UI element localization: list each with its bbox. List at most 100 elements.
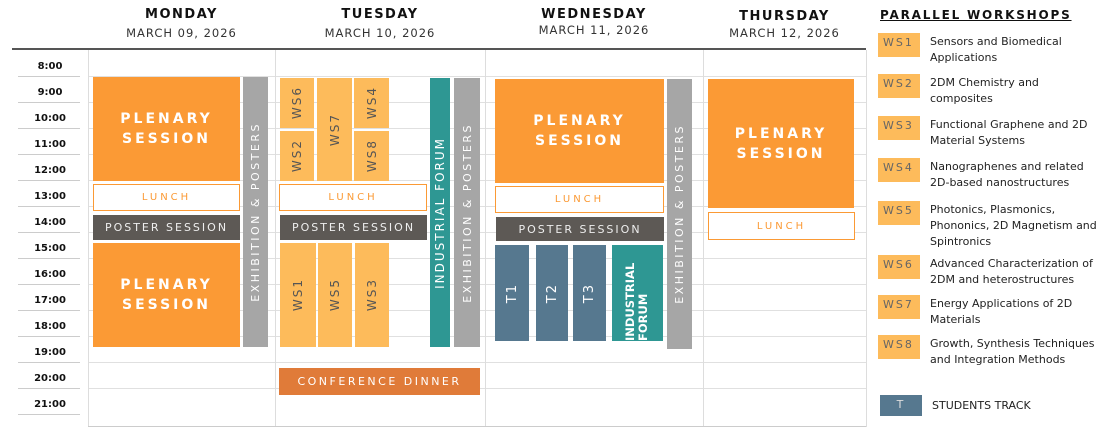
day-thursday: THURSDAY	[739, 9, 830, 24]
industrial-label: INDUSTRIAL FORUM	[622, 262, 650, 341]
grid-line	[703, 50, 704, 427]
students-track-t3[interactable]: T3	[573, 245, 606, 341]
ws5-label: WS5	[328, 278, 342, 312]
workshop-ws4[interactable]: WS4	[354, 78, 389, 128]
date-thursday: MARCH 12, 2026	[729, 26, 840, 40]
students-track-badge: T	[880, 395, 922, 416]
time-label: 8:00	[37, 61, 63, 72]
plenary-label: PLENARY SESSION	[734, 125, 828, 162]
lunch[interactable]: LUNCH	[93, 184, 240, 211]
lunch[interactable]: LUNCH	[279, 184, 427, 211]
time-label: 13:00	[34, 191, 66, 202]
time-divider	[18, 206, 80, 207]
time-label: 9:00	[37, 87, 63, 98]
ws8-label: WS8	[364, 139, 379, 173]
date-tuesday: MARCH 10, 2026	[324, 26, 436, 40]
industrial-forum[interactable]: INDUSTRIAL FORUM	[430, 78, 450, 347]
time-label: 16:00	[34, 269, 66, 280]
plenary-session[interactable]: PLENARY SESSION	[93, 77, 240, 181]
grid-line	[88, 50, 89, 427]
exhibition-label: EXHIBITION & POSTERS	[249, 122, 262, 302]
legend-label-ws2: 2DM Chemistry and composites	[930, 76, 1039, 105]
date-wednesday: MARCH 11, 2026	[538, 23, 650, 37]
time-label: 19:00	[34, 347, 66, 358]
time-label: 14:00	[34, 217, 66, 228]
workshop-ws5[interactable]: WS5	[318, 243, 352, 347]
legend-label-ws5: Photonics, Plasmonics, Phononics, 2D Mag…	[930, 203, 1097, 248]
time-divider	[18, 388, 80, 389]
exhibition-posters[interactable]: EXHIBITION & POSTERS	[243, 77, 268, 347]
time-divider	[18, 362, 80, 363]
time-label: 20:00	[34, 373, 66, 384]
time-divider	[18, 284, 80, 285]
conference-dinner[interactable]: CONFERENCE DINNER	[279, 368, 480, 395]
grid-line	[485, 50, 486, 427]
plenary-label: PLENARY SESSION	[533, 113, 626, 149]
legend-badge-ws7: WS7	[878, 295, 920, 319]
time-label: 12:00	[34, 165, 66, 176]
lunch[interactable]: LUNCH	[708, 212, 855, 240]
legend-badge-ws5: WS5	[878, 201, 920, 225]
workshop-ws3[interactable]: WS3	[355, 243, 389, 347]
day-wednesday: WEDNESDAY	[541, 7, 647, 22]
legend-label-ws4: Nanographenes and related 2D-based nanos…	[930, 160, 1084, 189]
time-label: 10:00	[34, 113, 66, 124]
exhibition-posters[interactable]: EXHIBITION & POSTERS	[667, 79, 692, 349]
time-divider	[18, 310, 80, 311]
plenary-session[interactable]: PLENARY SESSION	[495, 79, 664, 183]
time-divider	[18, 154, 80, 155]
day-tuesday: TUESDAY	[341, 7, 419, 22]
workshop-ws1[interactable]: WS1	[280, 243, 316, 347]
plenary-session[interactable]: PLENARY SESSION	[93, 243, 240, 347]
day-monday: MONDAY	[145, 7, 218, 22]
ws6-label: WS6	[290, 86, 304, 120]
workshop-ws2[interactable]: WS2	[280, 131, 314, 181]
legend-label-ws1: Sensors and Biomedical Applications	[930, 35, 1062, 64]
ws1-label: WS1	[291, 278, 305, 312]
header-divider	[12, 48, 866, 50]
ws4-label: WS4	[364, 86, 379, 120]
time-divider	[18, 180, 80, 181]
time-divider	[18, 128, 80, 129]
exhibition-label: EXHIBITION & POSTERS	[673, 124, 686, 304]
workshop-ws7[interactable]: WS7	[317, 78, 352, 181]
time-divider	[18, 102, 80, 103]
exhibition-label: EXHIBITION & POSTERS	[460, 122, 474, 303]
legend-label-ws7: Energy Applications of 2D Materials	[930, 297, 1073, 326]
t2-label: T2	[544, 282, 560, 304]
date-monday: MARCH 09, 2026	[126, 26, 237, 40]
grid-line	[88, 76, 866, 77]
time-label: 15:00	[34, 243, 66, 254]
time-label: 11:00	[34, 139, 66, 150]
legend-badge-ws4: WS4	[878, 158, 920, 182]
plenary-label: PLENARY SESSION	[120, 277, 213, 313]
grid-line	[88, 426, 866, 427]
industrial-label: INDUSTRIAL FORUM	[433, 136, 447, 289]
time-label: 17:00	[34, 295, 66, 306]
legend-badge-ws2: WS2	[878, 74, 920, 98]
exhibition-posters[interactable]: EXHIBITION & POSTERS	[454, 78, 480, 347]
time-label: 21:00	[34, 399, 66, 410]
poster-session[interactable]: POSTER SESSION	[280, 215, 427, 240]
workshop-ws6[interactable]: WS6	[280, 78, 314, 128]
time-divider	[18, 258, 80, 259]
students-track-t2[interactable]: T2	[536, 245, 568, 341]
students-track-label: STUDENTS TRACK	[932, 399, 1031, 412]
time-divider	[18, 414, 80, 415]
time-divider	[18, 76, 80, 77]
plenary-session[interactable]: PLENARY SESSION	[708, 79, 854, 208]
time-divider	[18, 336, 80, 337]
legend-title: PARALLEL WORKSHOPS	[880, 8, 1072, 22]
legend-badge-ws1: WS1	[878, 33, 920, 57]
students-track-t1[interactable]: T1	[495, 245, 529, 341]
workshop-ws8[interactable]: WS8	[354, 131, 389, 181]
grid-line	[866, 50, 867, 427]
legend-label-ws3: Functional Graphene and 2D Material Syst…	[930, 118, 1088, 147]
legend-badge-ws6: WS6	[878, 255, 920, 279]
poster-session[interactable]: POSTER SESSION	[93, 215, 240, 240]
t1-label: T1	[504, 282, 520, 304]
lunch[interactable]: LUNCH	[495, 186, 664, 213]
grid-line	[88, 362, 866, 363]
poster-session[interactable]: POSTER SESSION	[496, 217, 664, 241]
industrial-forum[interactable]: INDUSTRIAL FORUM	[612, 245, 663, 341]
